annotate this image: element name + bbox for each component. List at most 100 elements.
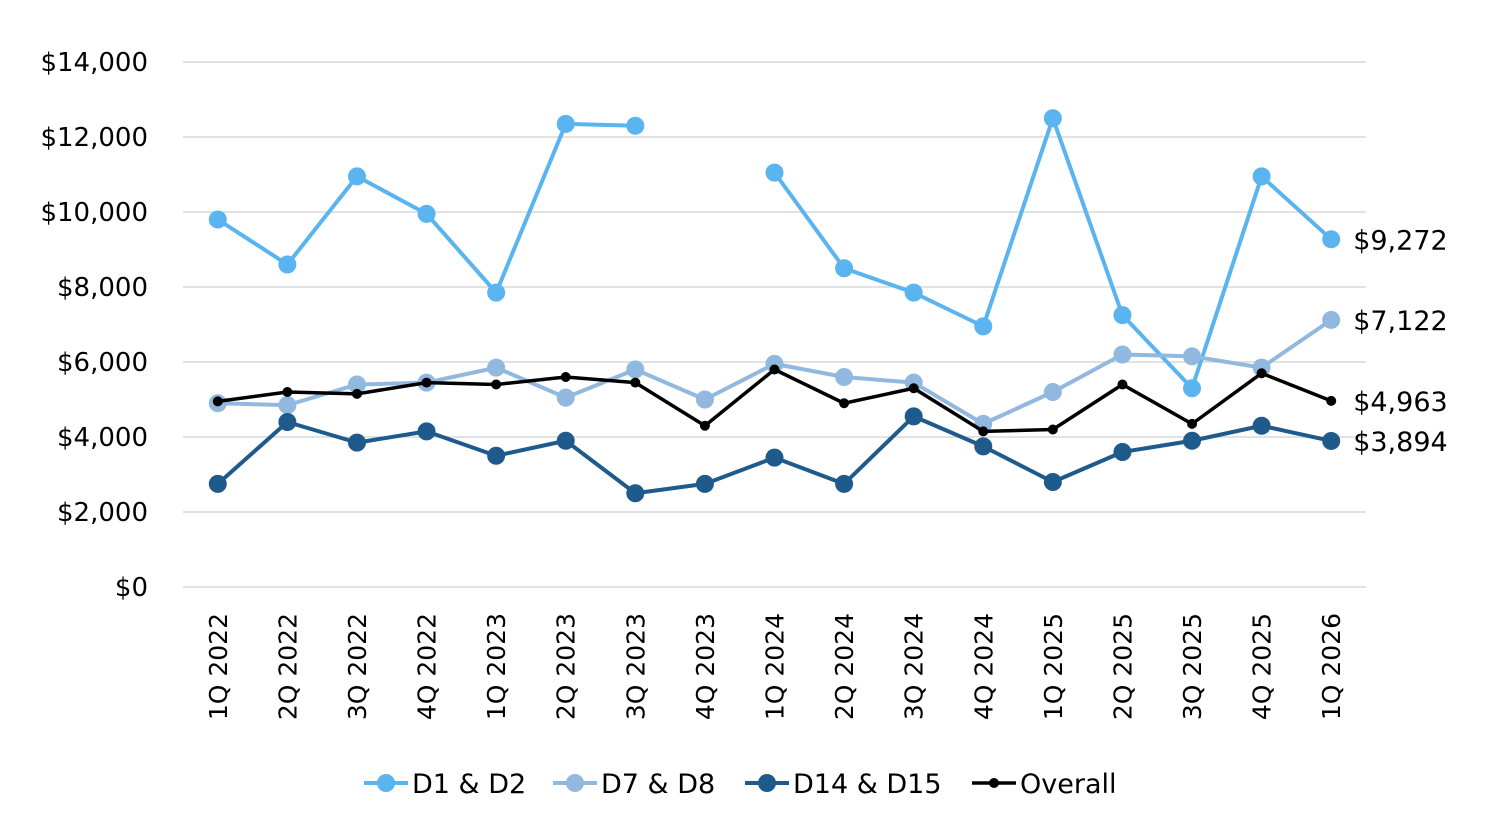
data-point [417,204,436,223]
data-point [1117,379,1128,390]
data-point [1183,431,1202,450]
y-tick-label: $14,000 [40,48,148,78]
y-tick-label: $10,000 [40,198,148,228]
data-point [421,377,432,388]
x-tick-label: 1Q 2024 [761,613,790,720]
data-point [1326,395,1337,406]
series-d1-d2 [208,109,1341,398]
data-label: $3,894 [1353,427,1447,458]
data-point [278,255,297,274]
data-point [212,396,223,407]
x-tick-label: 4Q 2024 [969,613,998,720]
series-line [772,116,1333,391]
data-label: $9,272 [1353,225,1447,256]
data-point [630,377,641,388]
data-point [835,368,854,386]
legend-swatch-marker [377,774,395,792]
data-point [347,375,366,394]
y-axis-ticks: $0 $2,000 $4,000 $6,000 $8,000 $10,000 $12,000… [40,48,148,603]
data-point [1322,230,1341,249]
y-tick-label: $4,000 [57,423,148,453]
data-point [1043,383,1062,401]
x-tick-label: 2Q 2025 [1108,613,1137,720]
x-tick-label: 1Q 2025 [1039,613,1068,720]
x-tick-label: 1Q 2022 [204,613,233,720]
data-point [835,259,854,278]
data-point [1256,368,1267,379]
data-point [487,283,506,302]
data-point [351,388,362,399]
series-lines [208,109,1341,503]
data-point [904,283,923,302]
data-point [904,407,923,426]
series-overall [212,364,1337,437]
x-tick-label: 1Q 2026 [1317,613,1346,720]
y-tick-label: $2,000 [57,498,148,528]
legend-label: D7 & D8 [601,769,715,800]
data-point [278,396,297,415]
legend-swatch-marker [566,774,584,792]
data-point [1047,424,1058,435]
legend-item: D14 & D15 [745,769,942,800]
data-point [1043,473,1062,491]
data-point [908,383,919,394]
data-point [347,167,366,186]
y-tick-label: $8,000 [57,273,148,303]
data-point [1113,345,1132,364]
data-label: $7,122 [1353,306,1447,337]
y-tick-label: $0 [115,573,148,603]
legend-label: Overall [1020,769,1117,800]
data-point [1187,418,1198,429]
data-point [417,422,436,441]
x-tick-label: 2Q 2024 [830,613,859,720]
end-labels: $9,272 $7,122 $3,894 $4,963 [1353,225,1447,458]
data-point [1113,443,1132,461]
data-point [491,379,502,390]
data-point [1183,379,1202,398]
data-point [487,446,506,465]
data-point [626,484,645,503]
data-point [626,116,645,135]
data-point [839,398,850,409]
data-point [1113,306,1132,325]
data-point [208,474,227,493]
x-tick-label: 1Q 2023 [482,613,511,720]
data-point [1252,167,1271,186]
x-tick-label: 3Q 2023 [621,613,650,720]
gridlines [183,61,1366,588]
x-tick-label: 3Q 2022 [343,613,372,720]
legend: D1 & D2 D7 & D8 D14 & D15 Overall [364,769,1117,800]
data-point [1322,431,1341,450]
x-tick-label: 4Q 2023 [691,613,720,720]
legend-swatch-marker [989,778,999,788]
data-point [835,474,854,493]
data-point [556,388,575,407]
data-point [699,420,710,431]
x-tick-label: 2Q 2022 [273,613,302,720]
data-label: $4,963 [1353,387,1447,418]
legend-label: D14 & D15 [793,769,942,800]
series-d14-d15 [208,407,1341,503]
data-point [556,114,575,133]
data-point [695,390,714,409]
legend-item: D7 & D8 [553,769,715,800]
x-tick-label: 4Q 2025 [1248,613,1277,720]
x-axis-ticks: 1Q 2022 2Q 2022 3Q 2022 4Q 2022 1Q 2023 2Q 20… [204,613,1346,720]
x-tick-label: 4Q 2022 [413,613,442,720]
data-point [487,358,506,377]
legend-label: D1 & D2 [412,769,526,800]
series-line [217,367,1332,434]
legend-swatch-marker [758,774,776,792]
data-point [1043,109,1062,128]
data-point [978,426,989,437]
data-point [1322,310,1341,329]
data-point [626,360,645,379]
x-tick-label: 2Q 2023 [552,613,581,720]
data-point [560,372,571,382]
legend-item: Overall [972,769,1117,800]
legend-item: D1 & D2 [364,769,526,800]
x-tick-label: 3Q 2025 [1178,613,1207,720]
data-point [1252,416,1271,435]
